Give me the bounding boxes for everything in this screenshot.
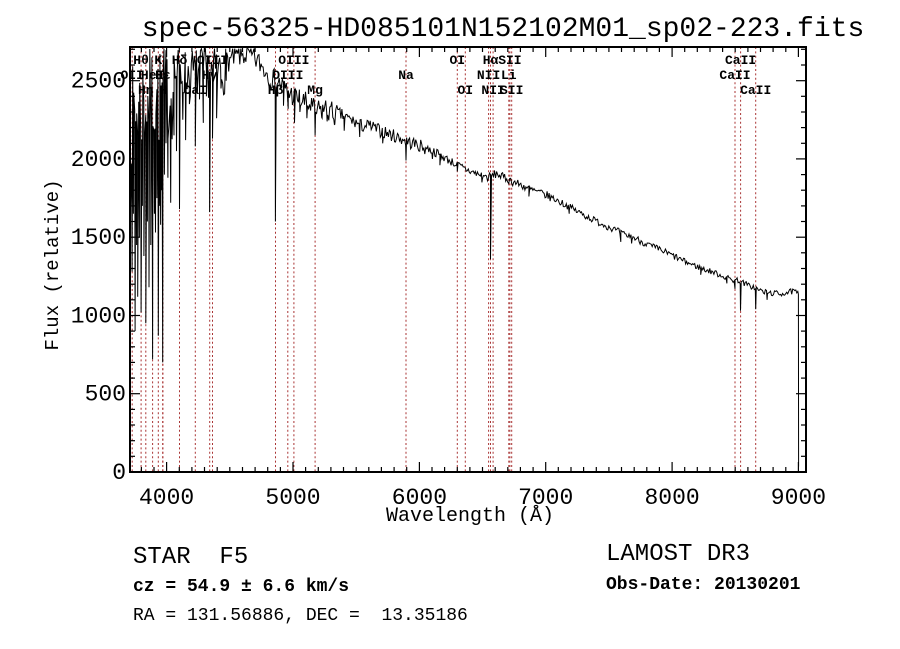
- x-tick-label: 8000: [644, 485, 699, 511]
- line-label-hα: Hα: [483, 53, 499, 68]
- line-label-hei: HeI: [141, 68, 164, 83]
- line-label-k: K: [154, 53, 162, 68]
- x-tick-label: 6000: [392, 485, 447, 511]
- line-label-caii: CaII: [740, 83, 771, 98]
- x-tick-label: 7000: [518, 485, 573, 511]
- line-label-mg: Mg: [307, 83, 323, 98]
- ra-dec-label: RA = 131.56886, DEC = 13.35186: [133, 606, 468, 626]
- y-tick-label: 0: [112, 460, 126, 486]
- y-tick-label: 2000: [71, 147, 126, 173]
- line-label-oiii: OIII: [272, 68, 303, 83]
- line-label-oiii: OIII: [197, 53, 228, 68]
- line-label-oiii: OIII: [278, 53, 309, 68]
- spectrum-flux-curve: [130, 46, 800, 467]
- plot-frame: [129, 46, 807, 473]
- line-label-sii: SII: [500, 83, 523, 98]
- spectrum-trace: [130, 46, 800, 467]
- line-label-hθ: Hθ: [133, 53, 149, 68]
- line-label-caii: CaII: [725, 53, 756, 68]
- line-label-nii: NII: [481, 83, 504, 98]
- plot-title: spec-56325-HD085101N152102M01_sp02-223.f…: [142, 14, 865, 45]
- line-label-oi: OI: [449, 53, 465, 68]
- cz-velocity-label: cz = 54.9 ± 6.6 km/s: [133, 577, 349, 597]
- line-label-nii: NII: [477, 68, 500, 83]
- y-axis-title: Flux (relative): [42, 179, 64, 350]
- y-tick-label: 1000: [71, 304, 126, 330]
- line-label-oi: OI: [457, 83, 473, 98]
- x-tick-label: 5000: [265, 485, 320, 511]
- y-tick-label: 1500: [71, 225, 126, 251]
- line-label-sii: SII: [498, 53, 521, 68]
- survey-release-label: LAMOST DR3: [606, 541, 750, 568]
- x-axis-title: Wavelength (Å): [386, 505, 554, 528]
- line-label-hδ: Hδ: [172, 53, 188, 68]
- spectral-reference-lines: [131, 47, 757, 472]
- object-class-label: STAR F5: [133, 544, 248, 571]
- obs-date-label: Obs-Date: 20130201: [606, 575, 801, 595]
- y-tick-label: 500: [85, 382, 126, 408]
- line-label-li: Li: [501, 68, 517, 83]
- tick-labels: 4000 5000 6000 7000 8000 9000 0 500 1000 1500 2000…: [71, 69, 826, 511]
- x-tick-label: 4000: [139, 485, 194, 511]
- line-label-caii: CaII: [719, 68, 750, 83]
- x-tick-label: 9000: [771, 485, 826, 511]
- line-label-na: Na: [398, 68, 414, 83]
- axes-and-ticks: [129, 46, 807, 473]
- spectral-line-labels: OIIHθHηHeIKHHεHδCaIHγOIIIHβOIIIOIIIMgNaO…: [120, 53, 771, 98]
- y-tick-label: 2500: [71, 69, 126, 95]
